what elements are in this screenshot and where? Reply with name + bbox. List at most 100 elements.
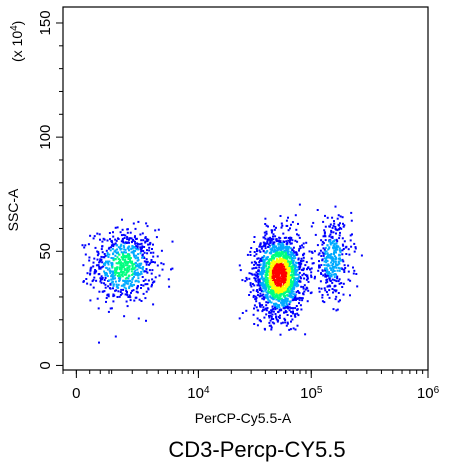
event-dot (299, 264, 302, 267)
event-dot (110, 239, 113, 242)
event-dot (311, 262, 314, 265)
event-dot (268, 244, 271, 247)
event-dot (107, 262, 110, 264)
event-dot (100, 266, 103, 269)
event-dot (116, 256, 119, 259)
event-dot (276, 290, 279, 293)
event-dot (103, 263, 105, 266)
event-dot (238, 264, 241, 267)
event-dot (258, 289, 261, 291)
event-dot (328, 289, 331, 292)
event-dot (143, 270, 146, 273)
event-dot (146, 283, 149, 286)
event-dot (278, 236, 281, 239)
event-dot (260, 272, 263, 275)
event-dot (92, 286, 95, 289)
event-dot (296, 273, 299, 276)
event-dot (251, 283, 254, 285)
event-dot (332, 260, 335, 263)
event-dot (112, 253, 115, 256)
event-dot (329, 254, 332, 257)
event-dot (246, 253, 249, 256)
event-dot (126, 271, 129, 274)
event-dot (274, 283, 277, 286)
event-dot (262, 272, 265, 275)
event-dot (281, 268, 283, 271)
event-dot (115, 270, 118, 273)
event-dot (127, 269, 130, 272)
event-dot (318, 252, 321, 255)
event-dot (89, 234, 92, 237)
event-dot (278, 251, 281, 254)
event-dot (300, 297, 303, 300)
event-dot (283, 280, 285, 283)
event-dot (328, 246, 331, 249)
event-dot (256, 276, 259, 279)
event-dot (250, 285, 253, 288)
event-dot (112, 235, 115, 238)
event-dot (266, 250, 269, 252)
event-dot (108, 260, 111, 263)
event-dot (132, 272, 135, 275)
event-dot (299, 275, 302, 278)
event-dot (338, 278, 341, 281)
event-dot (129, 284, 132, 287)
event-dot (286, 285, 289, 287)
event-dot (106, 294, 109, 297)
event-dot (293, 263, 296, 266)
event-dot (276, 279, 279, 282)
event-dot (267, 262, 269, 265)
event-dot (286, 262, 289, 265)
event-dot (329, 242, 332, 245)
event-dot (289, 251, 292, 254)
event-dot (140, 270, 143, 273)
event-dot (332, 224, 335, 227)
event-dot (133, 254, 135, 257)
event-dot (301, 274, 304, 277)
event-dot (310, 225, 313, 228)
event-dot (273, 225, 275, 228)
event-dot (98, 341, 100, 344)
event-dot (98, 233, 101, 236)
event-dot (294, 315, 297, 318)
event-dot (120, 247, 123, 250)
event-dot (171, 240, 174, 243)
event-dot (277, 252, 279, 255)
event-dot (98, 267, 101, 270)
event-dot (287, 306, 290, 309)
event-dot (268, 316, 271, 319)
event-dot (104, 274, 107, 277)
event-dot (294, 214, 297, 217)
event-dot (127, 258, 130, 260)
event-dot (121, 237, 124, 240)
event-dot (109, 238, 111, 241)
event-dot (259, 272, 262, 275)
event-dot (96, 254, 99, 257)
event-dot (335, 309, 338, 312)
event-dot (293, 314, 296, 317)
event-dot (294, 251, 297, 254)
event-dot (82, 280, 85, 283)
event-dot (276, 288, 279, 291)
event-dot (116, 226, 119, 229)
event-dot (262, 306, 265, 309)
event-dot (276, 306, 279, 309)
event-dot (89, 283, 92, 286)
event-dot (150, 261, 153, 264)
event-dot (101, 251, 104, 254)
event-dot (294, 268, 297, 271)
event-dot (283, 287, 286, 290)
event-dot (274, 306, 276, 309)
event-dot (136, 268, 139, 271)
event-dot (292, 276, 295, 279)
event-dot (284, 298, 287, 300)
event-dot (116, 262, 119, 265)
event-dot (318, 266, 321, 269)
event-dot (98, 273, 101, 275)
event-dot (323, 229, 326, 232)
event-dot (157, 228, 160, 231)
event-dot (278, 288, 281, 291)
event-dot (325, 281, 328, 284)
event-dot (324, 235, 327, 238)
event-dot (277, 282, 280, 284)
